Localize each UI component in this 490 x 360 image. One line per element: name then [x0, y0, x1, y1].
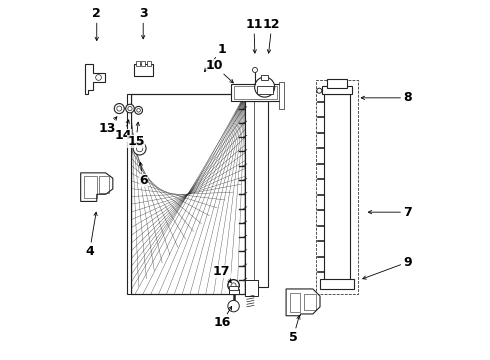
Text: 4: 4 [85, 212, 97, 258]
Text: 15: 15 [127, 122, 145, 148]
Bar [134, 64, 153, 76]
Circle shape [133, 142, 146, 155]
Text: 10: 10 [206, 59, 233, 83]
Bar [323, 94, 350, 280]
Bar [136, 62, 140, 66]
Bar [231, 84, 281, 102]
Text: 6: 6 [139, 162, 147, 186]
Bar [320, 279, 354, 289]
Text: 2: 2 [93, 8, 101, 41]
Circle shape [228, 280, 239, 291]
Bar [279, 82, 284, 109]
Bar [131, 94, 245, 294]
Text: 13: 13 [99, 117, 117, 135]
Circle shape [255, 77, 275, 97]
Circle shape [126, 104, 134, 113]
Text: 16: 16 [213, 306, 232, 329]
Bar [245, 102, 268, 287]
Circle shape [252, 67, 258, 72]
Bar [84, 176, 97, 198]
Circle shape [228, 300, 239, 312]
Bar [127, 94, 131, 294]
Bar [245, 280, 258, 296]
Circle shape [135, 107, 143, 114]
Bar [234, 86, 277, 99]
Text: 1: 1 [204, 43, 226, 72]
Circle shape [317, 88, 322, 93]
Text: 17: 17 [213, 265, 231, 283]
Circle shape [96, 75, 101, 80]
Text: 12: 12 [263, 18, 281, 53]
Circle shape [231, 283, 236, 288]
Bar [261, 75, 268, 80]
Bar [229, 286, 238, 290]
Bar [327, 79, 347, 88]
Bar [317, 80, 358, 294]
Bar [98, 176, 109, 193]
Polygon shape [286, 289, 320, 316]
Bar [228, 289, 239, 294]
Bar [290, 293, 300, 312]
Text: 11: 11 [245, 18, 263, 53]
Polygon shape [81, 173, 113, 202]
Text: 8: 8 [361, 91, 412, 104]
Text: 14: 14 [115, 120, 132, 142]
Bar [304, 294, 316, 310]
Bar [131, 94, 245, 294]
Bar [257, 86, 272, 94]
Bar [147, 62, 151, 66]
Bar [142, 62, 145, 66]
Text: 7: 7 [368, 206, 412, 219]
Text: 5: 5 [289, 316, 300, 344]
Circle shape [114, 104, 124, 113]
Text: 3: 3 [139, 8, 147, 39]
Text: 9: 9 [363, 256, 412, 279]
Bar [322, 86, 352, 94]
Polygon shape [85, 64, 104, 94]
